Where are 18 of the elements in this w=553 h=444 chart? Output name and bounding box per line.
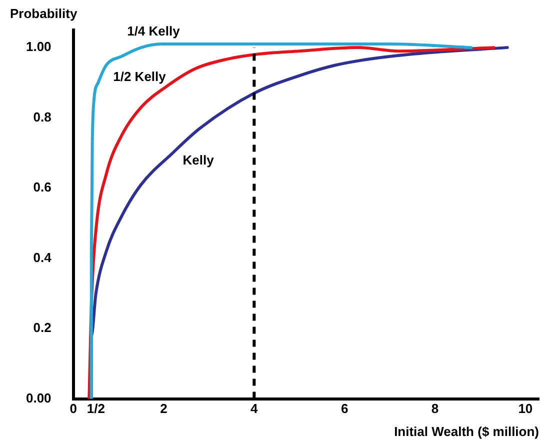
y-tick-label: 0.8 [33,109,52,124]
x-tick-label: 10 [518,401,533,416]
series-label: 1/4 Kelly [127,24,181,39]
x-tick-label: 2 [160,401,168,416]
y-tick-label: 1.00 [26,39,52,54]
y-tick-label: 0.2 [33,320,52,336]
y-tick-label: 0.4 [33,250,52,265]
y-tick-label: 0.6 [33,180,52,195]
x-axis-title: Initial Wealth ($ million) [394,424,539,439]
y-axis-title: Probability [10,6,78,22]
y-tick-label: 0.00 [26,390,52,406]
x-tick-label: 1/2 [86,401,105,416]
x-tick-label: 6 [340,401,348,416]
x-tick-label: 0 [70,401,77,416]
x-tick-label: 4 [250,401,259,416]
series-label: 1/2 Kelly [113,68,167,84]
x-tick-label: 8 [431,401,439,416]
series-label: Kelly [182,152,215,168]
